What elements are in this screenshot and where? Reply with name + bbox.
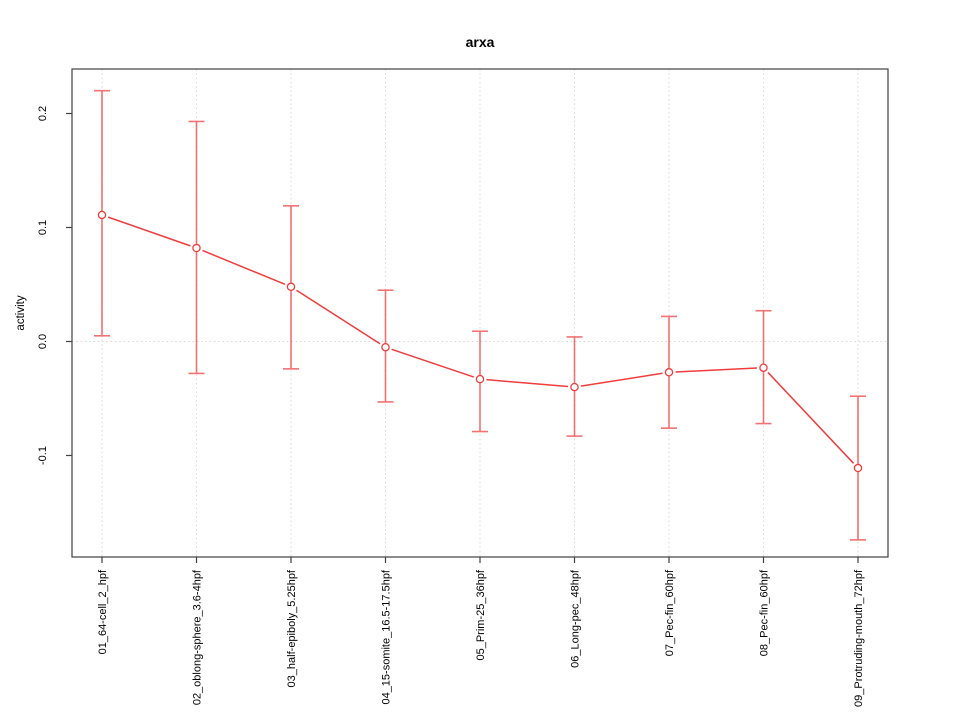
series-segment [486,378,569,388]
axes-layer: -0.1 0.0 0.1 0.2 01_64-cell_2_hpf 02_oblong-s… [37,68,889,707]
chart-title: arxa [466,34,495,50]
series-layer [94,89,866,541]
series-segment [296,289,381,345]
x-tick-label: 01_64-cell_2_hpf [97,569,109,654]
data-point [192,243,201,253]
x-tick-label: 06_Long-pec_48hpf [570,569,582,668]
series-segment [580,372,663,387]
data-point [381,342,390,352]
x-tick-label: 09_Protruding-mouth_72hpf [853,569,865,707]
data-point [286,282,296,292]
series-segment [675,367,758,373]
x-tick-label: 08_Pec-fin_60hpf [759,569,771,656]
series-segment [391,348,475,378]
series-segment [767,371,855,464]
y-axis-label: activity [15,295,27,330]
x-tick-label: 05_Prim-25_36hpf [475,569,487,660]
data-point [664,368,674,377]
y-tick-label: 0.0 [37,334,49,349]
y-tick-label: 0.2 [37,106,49,121]
grid-layer [72,69,888,557]
x-tick-label: 04_15-somite_16.5-17.5hpf [381,569,393,704]
series-segment [202,249,286,286]
y-tick-label: -0.1 [37,446,49,465]
data-point [759,363,768,372]
x-tick-label: 03_half-epiboly_5.25hpf [286,569,298,687]
x-tick-label: 07_Pec-fin_60hpf [664,569,676,656]
data-point [475,374,485,384]
data-point [853,463,863,473]
y-tick-label: 0.1 [37,220,49,235]
data-point [570,382,579,392]
x-tick-label: 02_oblong-sphere_3.6-4hpf [192,569,204,705]
data-point [97,210,107,220]
series-segment [107,216,191,247]
